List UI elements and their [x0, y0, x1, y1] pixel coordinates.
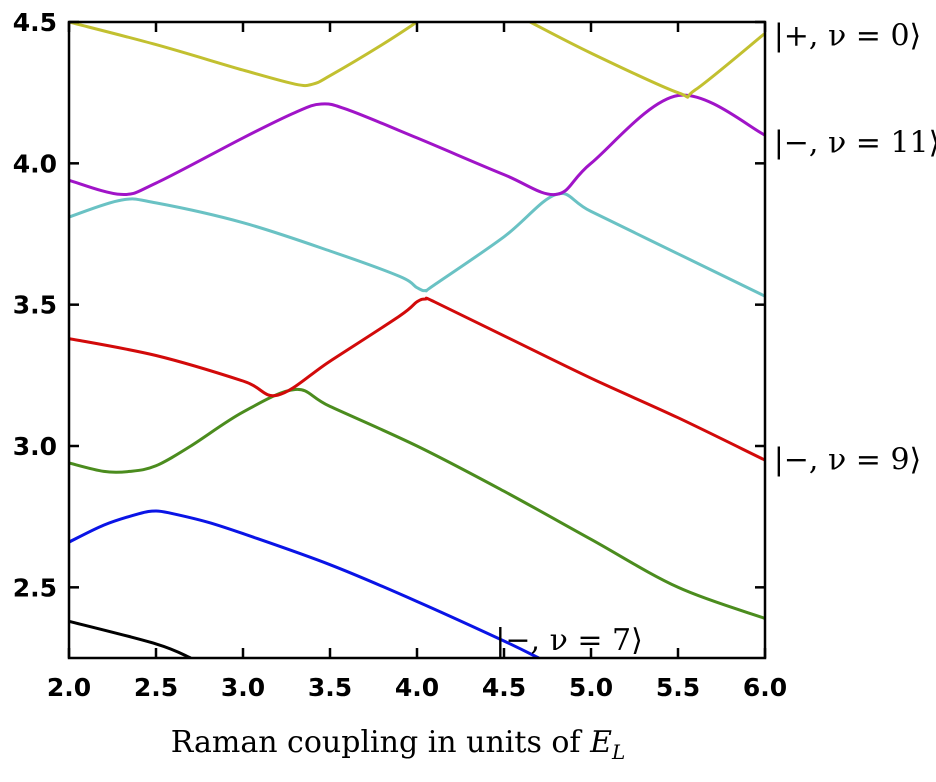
plot-frame	[67, 20, 767, 660]
x-tick-label: 4.5	[482, 673, 526, 702]
x-axis-label-subscript: L	[611, 740, 625, 764]
y-tick-label: 2.5	[13, 573, 57, 602]
x-tick-label: 4.0	[395, 673, 439, 702]
series-line-1	[69, 509, 540, 658]
x-tick-label: 2.5	[134, 673, 178, 702]
series-line-4	[69, 192, 765, 298]
series-line-2	[69, 387, 765, 620]
curves-layer	[69, 22, 765, 658]
ticks-layer: 2.0 2.5 3.0 3.5 4.0 4.5 5.0 5.5 6.0 2.5 3.0 3.5 4.0 4…	[13, 8, 787, 702]
x-axis-label-symbol: E	[589, 725, 612, 760]
annotations-layer: |+, ν = 0⟩ |−, ν = 11⟩ |−, ν = 9⟩ |−, ν = 7…	[495, 18, 936, 658]
x-tick-label: 6.0	[743, 673, 787, 702]
x-axis-label-text: Raman coupling in units of	[171, 725, 583, 760]
state-label-0: |+, ν = 0⟩	[774, 18, 922, 53]
x-tick-label: 2.0	[47, 673, 91, 702]
series-line-3	[69, 296, 765, 462]
x-tick-label: 3.5	[308, 673, 352, 702]
series-line-6	[69, 22, 418, 88]
y-tick-label: 4.0	[13, 149, 57, 178]
x-tick-label: 5.5	[656, 673, 700, 702]
series-line-0	[69, 619, 192, 658]
state-label-1: |−, ν = 11⟩	[774, 126, 936, 161]
y-tick-label: 3.0	[13, 432, 57, 461]
state-label-2: |−, ν = 9⟩	[774, 442, 922, 477]
state-label-3: |−, ν = 7⟩	[495, 623, 643, 658]
y-tick-label: 4.5	[13, 8, 57, 37]
x-tick-label: 3.0	[221, 673, 265, 702]
x-tick-label: 5.0	[569, 673, 613, 702]
series-line-5	[69, 93, 765, 196]
y-tick-label: 3.5	[13, 291, 57, 320]
series-line-7	[529, 22, 765, 99]
x-axis-label: Raman coupling in units of EL	[171, 725, 626, 764]
